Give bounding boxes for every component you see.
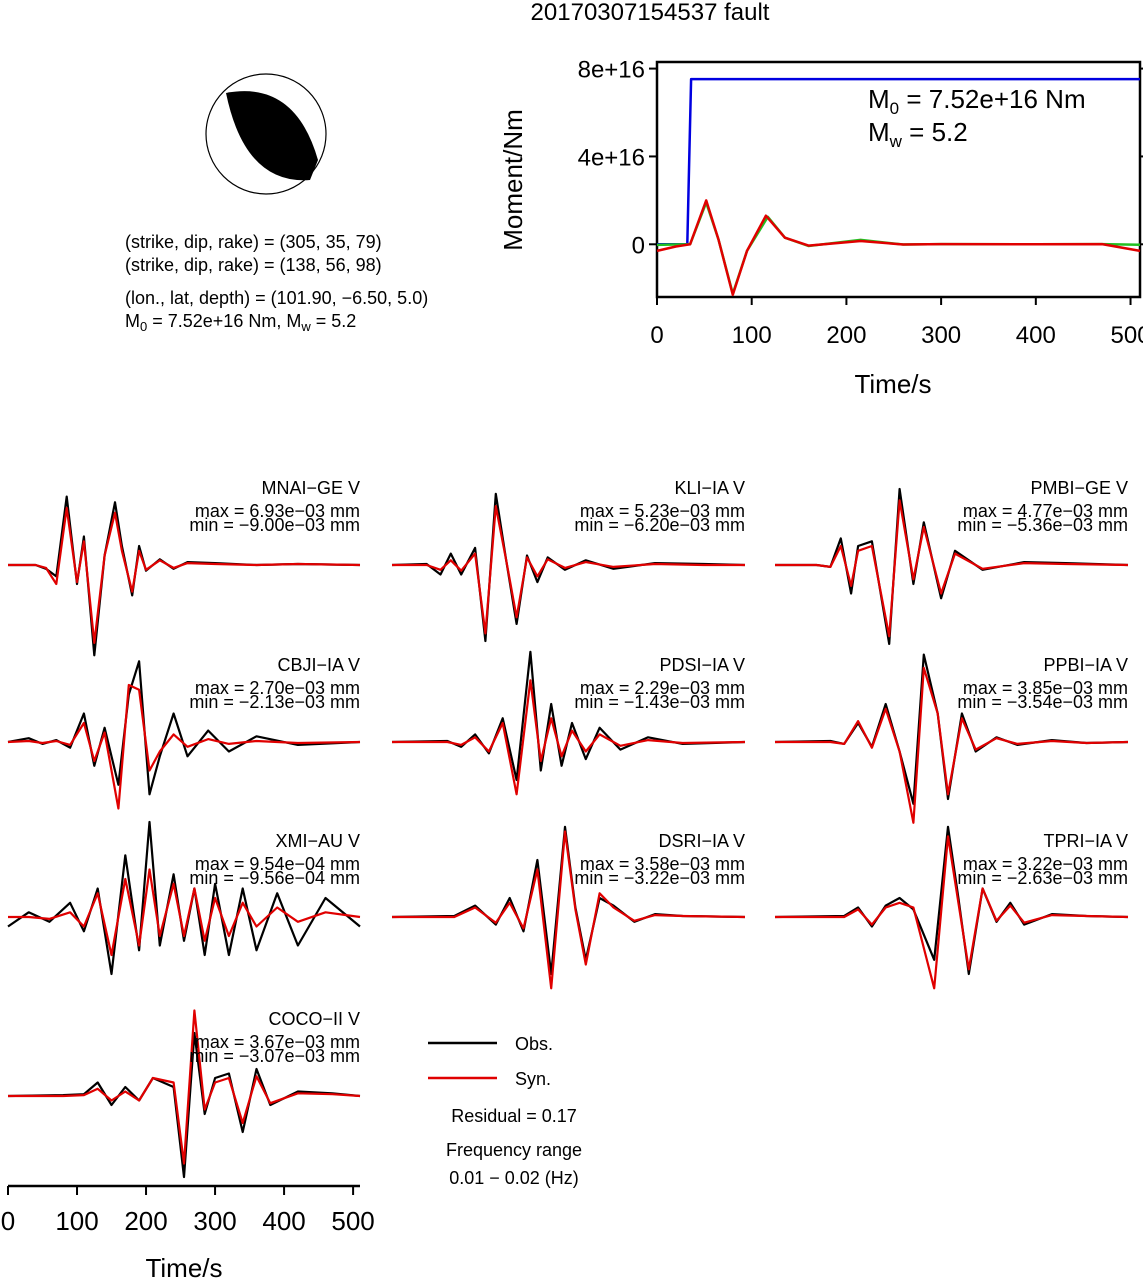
station-max: max = 4.77e−03 mm bbox=[963, 501, 1128, 521]
waveform-xtick-label: 100 bbox=[55, 1206, 98, 1236]
station-max: max = 3.58e−03 mm bbox=[580, 854, 745, 874]
station-max: max = 6.93e−03 mm bbox=[195, 501, 360, 521]
synthetic-trace bbox=[8, 1009, 361, 1165]
synthetic-trace bbox=[7, 683, 361, 810]
station-name: MNAI−GE V bbox=[261, 478, 360, 498]
station-min: min = −5.36e−03 mm bbox=[957, 515, 1128, 535]
waveform-xtick-label: 200 bbox=[124, 1206, 167, 1236]
waveform-xtick-label: 500 bbox=[331, 1206, 374, 1236]
moment-panel: 0 100 200 300 400 500 0 4e+16 8e+16 Time/s Mome… bbox=[498, 57, 1143, 399]
synthetic-trace bbox=[775, 499, 1129, 638]
station-min: min = −1.43e−03 mm bbox=[574, 692, 745, 712]
moment-xtick-label: 100 bbox=[732, 322, 772, 349]
waveform-xtick-label: 400 bbox=[262, 1206, 305, 1236]
station-name: PDSI−IA V bbox=[659, 655, 745, 675]
waveform-xlabel: Time/s bbox=[145, 1253, 222, 1281]
beachball bbox=[205, 73, 327, 195]
station-max: max = 5.23e−03 mm bbox=[580, 501, 745, 521]
station-name: DSRI−IA V bbox=[658, 831, 745, 851]
station-max: max = 3.85e−03 mm bbox=[963, 678, 1128, 698]
synthetic-trace bbox=[8, 506, 361, 645]
station-min: min = −2.63e−03 mm bbox=[957, 868, 1128, 888]
synthetic-trace bbox=[775, 835, 1129, 990]
frequency-value: 0.01 − 0.02 (Hz) bbox=[449, 1168, 579, 1188]
residual: Residual = 0.17 bbox=[451, 1106, 577, 1126]
station-name: PPBI−IA V bbox=[1043, 655, 1128, 675]
moment-ylabel: Moment/Nm bbox=[498, 109, 528, 251]
station-max: max = 9.54e−04 mm bbox=[195, 854, 360, 874]
moment-annotation-mw: Mw = 5.2 bbox=[868, 117, 968, 151]
legend: Obs. Syn. bbox=[428, 1034, 553, 1089]
station-max: max = 3.67e−03 mm bbox=[195, 1032, 360, 1052]
observed-trace bbox=[391, 492, 746, 643]
moment-xlabel: Time/s bbox=[854, 369, 931, 399]
moment-xtick-label: 400 bbox=[1016, 322, 1056, 349]
legend-obs-label: Obs. bbox=[515, 1034, 553, 1054]
frequency-label: Frequency range bbox=[446, 1140, 582, 1160]
beachball-compressional-quadrant bbox=[226, 91, 318, 181]
station-max: max = 3.22e−03 mm bbox=[963, 854, 1128, 874]
moment-xtick-label: 200 bbox=[826, 322, 866, 349]
moment-ytick-label: 8e+16 bbox=[578, 57, 645, 84]
moment-xtick-label: 500 bbox=[1111, 322, 1143, 349]
station-name: CBJI−IA V bbox=[277, 655, 360, 675]
moment-annotation-m0: M0 = 7.52e+16 Nm bbox=[868, 84, 1086, 118]
station-min: min = −3.07e−03 mm bbox=[189, 1046, 360, 1066]
station-min: min = −2.13e−03 mm bbox=[189, 692, 360, 712]
moment-magnitude-line: M0 = 7.52e+16 Nm, Mw = 5.2 bbox=[125, 311, 356, 334]
waveform-time-axis: 0 100 200 300 400 500 Time/s bbox=[1, 1184, 375, 1281]
synthetic-trace bbox=[392, 830, 746, 990]
waveform-xtick-label: 0 bbox=[1, 1206, 15, 1236]
hypocenter-location: (lon., lat, depth) = (101.90, −6.50, 5.0… bbox=[125, 288, 428, 308]
station-name: XMI−AU V bbox=[275, 831, 360, 851]
station-min: min = −9.00e−03 mm bbox=[189, 515, 360, 535]
synthetic-trace bbox=[392, 505, 745, 635]
moment-ytick-label: 4e+16 bbox=[578, 144, 645, 171]
moment-panel-frame bbox=[655, 60, 1142, 299]
station-max: max = 2.70e−03 mm bbox=[195, 678, 360, 698]
moment-xtick-label: 0 bbox=[650, 322, 663, 349]
nodal-plane-2: (strike, dip, rake) = (138, 56, 98) bbox=[125, 255, 382, 275]
station-min: min = −3.54e−03 mm bbox=[957, 692, 1128, 712]
station-name: KLI−IA V bbox=[674, 478, 745, 498]
moment-ytick-label: 0 bbox=[632, 232, 645, 259]
station-name: PMBI−GE V bbox=[1030, 478, 1128, 498]
station-min: min = −9.56e−04 mm bbox=[189, 868, 360, 888]
synthetic-trace bbox=[8, 868, 361, 957]
station-max: max = 2.29e−03 mm bbox=[580, 678, 745, 698]
station-min: min = −3.22e−03 mm bbox=[574, 868, 745, 888]
observed-trace bbox=[774, 653, 1129, 805]
station-name: COCO−II V bbox=[268, 1009, 360, 1029]
station-name: TPRI−IA V bbox=[1043, 831, 1128, 851]
moment-xtick-label: 300 bbox=[921, 322, 961, 349]
synthetic-trace bbox=[392, 679, 746, 796]
legend-syn-label: Syn. bbox=[515, 1069, 551, 1089]
waveform-xtick-label: 300 bbox=[193, 1206, 236, 1236]
synthetic-trace bbox=[775, 666, 1129, 824]
moment-series-2 bbox=[656, 199, 1141, 297]
nodal-plane-1: (strike, dip, rake) = (305, 35, 79) bbox=[125, 232, 382, 252]
figure-title: 20170307154537 fault bbox=[531, 0, 770, 26]
station-min: min = −6.20e−03 mm bbox=[574, 515, 745, 535]
